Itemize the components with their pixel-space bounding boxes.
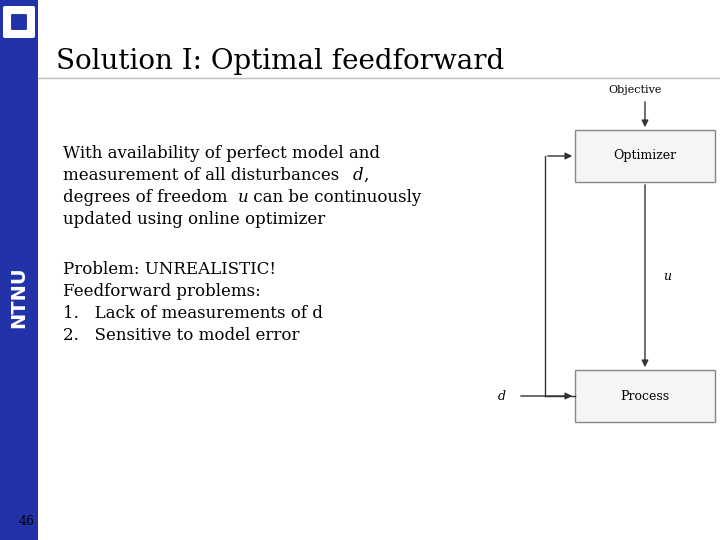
Bar [575, 370, 715, 422]
Bar [575, 130, 715, 182]
Text: Optimizer: Optimizer [613, 150, 677, 163]
Text: 1.   Lack of measurements of d: 1. Lack of measurements of d [63, 305, 323, 322]
Text: Objective: Objective [608, 85, 662, 95]
Bar [0, 0, 38, 540]
Text: degrees of freedom: degrees of freedom [63, 189, 233, 206]
Text: d: d [353, 167, 364, 184]
Text: Feedforward problems:: Feedforward problems: [63, 283, 261, 300]
Text: d: d [498, 389, 506, 402]
Text: ,: , [363, 167, 369, 184]
Text: can be continuously: can be continuously [248, 189, 421, 206]
Text: 46: 46 [19, 515, 35, 528]
Text: Process: Process [621, 389, 670, 402]
Text: updated using online optimizer: updated using online optimizer [63, 211, 325, 228]
Text: 2.   Sensitive to model error: 2. Sensitive to model error [63, 327, 300, 344]
FancyBboxPatch shape [3, 6, 35, 38]
Text: NTNU: NTNU [9, 266, 29, 328]
FancyBboxPatch shape [10, 13, 28, 31]
Text: measurement of all disturbances: measurement of all disturbances [63, 167, 344, 184]
Text: u: u [663, 269, 671, 282]
Text: Problem: UNREALISTIC!: Problem: UNREALISTIC! [63, 261, 276, 278]
Text: u: u [238, 189, 248, 206]
Text: Solution I: Optimal feedforward: Solution I: Optimal feedforward [56, 48, 504, 75]
Text: With availability of perfect model and: With availability of perfect model and [63, 145, 380, 162]
